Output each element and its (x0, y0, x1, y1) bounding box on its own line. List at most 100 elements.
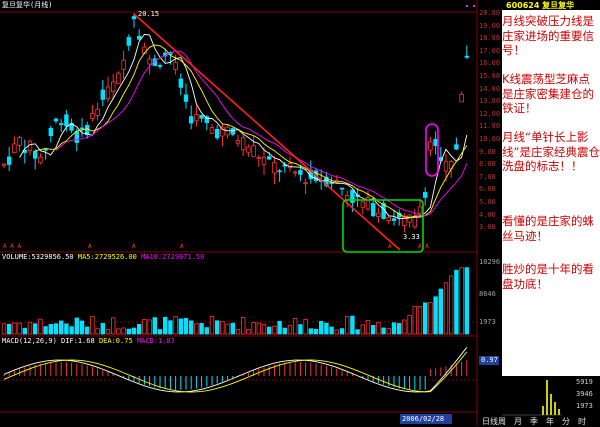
mini-value-low: 1973 (576, 402, 593, 410)
volume-bar (381, 327, 386, 335)
candle-body (12, 143, 17, 154)
volume-bar (370, 325, 376, 335)
volume-bar (443, 282, 449, 335)
price-axis-label: 20.00 (479, 9, 501, 17)
period-tab[interactable]: 季 (530, 417, 538, 426)
volume-bar (303, 319, 308, 335)
candle-body (235, 140, 241, 144)
price-axis-label: 11.00 (479, 122, 501, 131)
candle-body (121, 59, 126, 70)
candle-body (74, 131, 79, 143)
price-axis-label: 3.00 (479, 223, 496, 232)
period-tab[interactable]: 月 (514, 417, 522, 426)
candle-body (33, 150, 38, 159)
candle-body (277, 170, 282, 173)
candle-body (417, 206, 423, 214)
volume-bar (12, 322, 17, 335)
volume-indicator-line: VOLUME:5329856.50 MA5:2729526.00 MA10:27… (2, 253, 204, 262)
period-tab[interactable]: 日线 (482, 417, 498, 426)
volume-bar (188, 320, 194, 335)
volume-bar (350, 315, 355, 335)
candle-body (402, 215, 407, 226)
candle-body (199, 114, 204, 119)
volume-bar (220, 321, 225, 335)
price-axis-label: 14.00 (479, 84, 501, 93)
volume-bar (69, 326, 74, 335)
candle-body (272, 162, 277, 174)
note-experience: 胜炒的是十年的看盘功底！ (502, 262, 594, 291)
volume-bar (79, 320, 85, 335)
price-axis-label: 16.00 (479, 59, 501, 68)
candle-body (90, 112, 95, 119)
period-tab[interactable]: 年 (546, 417, 554, 426)
volume-bar (459, 267, 464, 335)
volume-bar (74, 317, 79, 335)
volume-bar (157, 329, 163, 335)
candle-body (64, 114, 69, 127)
price-axis-label: 12.00 (479, 109, 501, 118)
candle-body (454, 144, 459, 150)
candle-body (48, 127, 53, 137)
volume-bar (173, 316, 178, 335)
volume-bar (38, 318, 43, 335)
mini-value-mid: 3946 (576, 390, 593, 398)
price-axis-label: 8.00 (479, 160, 496, 169)
volume-axis-mid: 8646 (479, 290, 496, 298)
volume-bar (100, 323, 105, 335)
axis-marker: A A A (3, 243, 21, 250)
candle-body (428, 141, 433, 151)
candle-body (220, 126, 225, 137)
volume-bar (365, 320, 371, 335)
volume-bar (256, 322, 261, 335)
moving-average-line (19, 33, 468, 220)
period-tab[interactable]: 时 (578, 417, 586, 426)
price-axis-label: 15.00 (479, 72, 501, 80)
period-tab[interactable]: 周 (498, 417, 506, 426)
volume-bar (386, 328, 391, 335)
pressure-trend-line (133, 13, 401, 251)
volume-bar (85, 326, 90, 335)
volume-bar (412, 306, 417, 335)
candle-body (157, 65, 163, 67)
volume-bar (298, 324, 303, 335)
volume-bar (53, 323, 59, 335)
volume-bar (277, 320, 282, 335)
candle-body (433, 138, 438, 147)
volume-bar (391, 322, 397, 335)
period-tab[interactable]: 分 (562, 417, 570, 426)
note-breakout: 月线突破压力线是庄家进场的重要信号！ (502, 14, 594, 57)
candle-body (459, 93, 464, 103)
candle-body (412, 216, 417, 228)
macd-current-value: 0.97 (481, 356, 498, 364)
moving-average-line (35, 44, 468, 218)
candle-body (188, 116, 194, 124)
volume-bar (417, 306, 423, 335)
candle-body (251, 145, 256, 157)
volume-bars (1, 267, 469, 335)
volume-bar (438, 288, 443, 335)
volume-bar (287, 324, 293, 335)
candle-body (422, 192, 428, 198)
volume-bar (27, 321, 33, 335)
volume-bar (48, 323, 53, 335)
candle-body (339, 187, 345, 190)
axis-marker: A (388, 243, 392, 250)
candle-body (43, 148, 48, 151)
volume-bar (324, 322, 329, 335)
price-axis-label: 19.00 (479, 21, 501, 30)
volume-bar (147, 319, 152, 335)
price-axis-label: 4.00 (479, 210, 496, 219)
mini-value-top: 5919 (576, 378, 593, 386)
volume-bar (168, 320, 173, 335)
price-axis-label: 9.00 (479, 147, 496, 156)
candle-body (111, 81, 116, 93)
volume-bar (64, 323, 69, 335)
price-axis-label: 18.00 (479, 34, 501, 43)
volume-bar (344, 316, 350, 335)
ma5-value: MA5:2729526.00 (77, 253, 137, 261)
volume-bar (183, 317, 189, 335)
kline-chart[interactable]: A A A A A A A A A (0, 0, 478, 426)
candle-body (391, 218, 397, 221)
dif-value: DIF:1.68 (61, 337, 95, 345)
candle-body (59, 123, 64, 125)
